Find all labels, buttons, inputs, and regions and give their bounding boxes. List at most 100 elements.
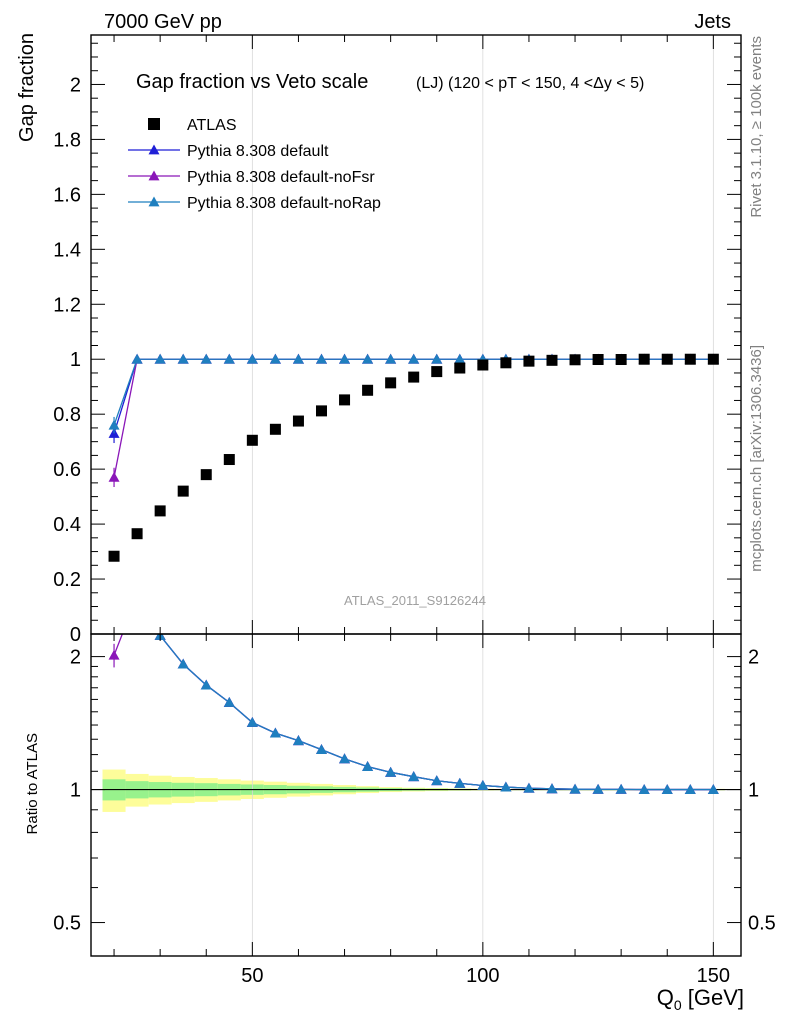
mc-marker-ratio <box>315 744 327 755</box>
atlas-data-marker <box>315 405 327 417</box>
y-tick-label-top: 0.2 <box>53 569 81 591</box>
mc-marker-ratio <box>615 783 627 794</box>
mc-marker-top <box>292 353 304 364</box>
y-tick-label-top: 1.4 <box>53 239 81 261</box>
mc-marker-ratio <box>132 591 143 601</box>
mc-marker-ratio <box>269 727 281 738</box>
mc-marker-ratio <box>109 602 120 612</box>
x-tick-label: 100 <box>466 965 499 987</box>
y-tick-label-top: 0 <box>70 624 81 646</box>
mc-marker-ratio <box>339 753 351 764</box>
atlas-data-marker <box>592 354 604 366</box>
atlas-data-marker <box>362 384 374 396</box>
atlas-data-marker <box>638 353 650 365</box>
mc-marker-top <box>131 353 143 364</box>
x-axis-label-symbol: Q <box>657 985 674 1010</box>
plot-subtitle: (LJ) (120 < pT < 150, 4 <Δy < 5) <box>416 75 644 92</box>
axis-ticks <box>91 35 741 956</box>
mc-marker-ratio <box>569 783 581 794</box>
mc-marker-ratio <box>638 784 650 794</box>
legend-marker-triangle <box>148 170 160 181</box>
mc-marker-ratio <box>523 782 535 793</box>
x-axis-label: Q0 [GeV] <box>657 985 744 1013</box>
x-tick-label: 150 <box>697 965 730 987</box>
mc-marker-top <box>200 353 212 364</box>
watermark-label: ATLAS_2011_S9126244 <box>344 593 486 608</box>
y-tick-label-top: 1.2 <box>53 294 81 316</box>
atlas-data-marker <box>246 434 258 446</box>
atlas-data-marker <box>569 354 581 366</box>
mc-marker-ratio <box>246 717 258 727</box>
atlas-data-marker <box>385 377 397 389</box>
mc-marker-ratio <box>223 696 235 707</box>
y-tick-label-top: 0.4 <box>53 514 81 536</box>
mc-marker-ratio <box>109 595 120 605</box>
y-tick-label-top: 2 <box>70 74 81 96</box>
mc-marker-ratio <box>200 679 212 690</box>
mc-line-ratio <box>113 634 714 791</box>
y-tick-label-top: 1 <box>70 349 81 371</box>
mc-marker-ratio <box>707 784 719 794</box>
rivet-side-label: Rivet 3.1.10, ≥ 100k events <box>748 36 765 218</box>
mc-marker-ratio <box>362 761 374 771</box>
legend-entry-label: Pythia 8.308 default <box>187 143 329 160</box>
mc-line-ratio <box>158 634 714 791</box>
y-tick-label-ratio-right: 0.5 <box>748 913 776 935</box>
mc-marker-ratio <box>132 591 143 601</box>
mc-marker-top <box>154 353 166 364</box>
mcplots-side-label: mcplots.cern.ch [arXiv:1306.3436] <box>748 345 765 572</box>
atlas-data-marker <box>615 354 627 366</box>
mc-marker-top <box>385 353 397 364</box>
y-tick-label-top: 1.8 <box>53 129 81 151</box>
ratio-plot-frame <box>90 633 742 957</box>
atlas-data-marker <box>223 454 235 466</box>
mc-line-top <box>113 358 714 426</box>
mc-marker-ratio <box>292 735 304 746</box>
mc-marker-top <box>454 353 466 364</box>
mc-marker-ratio <box>684 784 696 794</box>
plot-title: Gap fraction vs Veto scale <box>136 71 368 93</box>
mc-line-ratio <box>158 634 714 791</box>
y-tick-label-ratio-left: 1 <box>70 780 81 802</box>
mc-marker-ratio <box>385 766 397 777</box>
atlas-data-marker <box>477 359 489 371</box>
main-series <box>108 353 719 562</box>
mc-marker-top <box>246 353 258 364</box>
mc-marker-top <box>108 471 120 482</box>
atlas-data-marker <box>707 353 719 365</box>
mc-line-top <box>113 358 714 434</box>
legend-marker-triangle <box>148 144 160 155</box>
y-tick-label-ratio-left: 2 <box>70 647 81 669</box>
y-tick-label-top: 0.8 <box>53 404 81 426</box>
y-tick-label-ratio-right: 2 <box>748 647 759 669</box>
x-axis-label-unit: [GeV] <box>682 985 744 1010</box>
x-tick-label: 50 <box>241 965 263 987</box>
atlas-data-marker <box>661 353 673 365</box>
mc-marker-ratio <box>132 591 143 601</box>
atlas-data-marker <box>200 469 212 481</box>
mc-marker-top <box>269 353 281 364</box>
atlas-data-marker <box>269 423 281 435</box>
y-tick-label-ratio-left: 0.5 <box>53 913 81 935</box>
mc-marker-top <box>431 353 443 364</box>
mc-marker-ratio <box>454 777 466 788</box>
atlas-data-marker <box>177 485 189 497</box>
legend-entry-label: Pythia 8.308 default-noFsr <box>187 169 375 186</box>
mc-marker-top <box>177 353 189 364</box>
atlas-data-marker <box>684 353 696 365</box>
axis-tick-labels: 50 100 150 0 0.2 0.4 0.6 0.8 1 1.2 1.4 1.6 1.8 2 0.5 0.… <box>53 74 776 987</box>
atlas-data-marker <box>523 355 535 367</box>
mc-marker-top <box>362 353 374 364</box>
header-left-label: 7000 GeV pp <box>104 11 222 33</box>
atlas-data-marker <box>154 505 166 517</box>
atlas-data-marker <box>292 415 304 427</box>
mc-marker-ratio <box>477 780 489 790</box>
mc-marker-top <box>339 353 351 364</box>
atlas-data-marker <box>131 528 143 540</box>
mc-marker-ratio <box>546 783 558 794</box>
y-tick-label-top: 0.6 <box>53 459 81 481</box>
header-right-label: Jets <box>694 11 731 33</box>
atlas-data-marker <box>454 362 466 374</box>
mc-marker-ratio <box>177 658 189 669</box>
y-tick-label-ratio-right: 1 <box>748 780 759 802</box>
